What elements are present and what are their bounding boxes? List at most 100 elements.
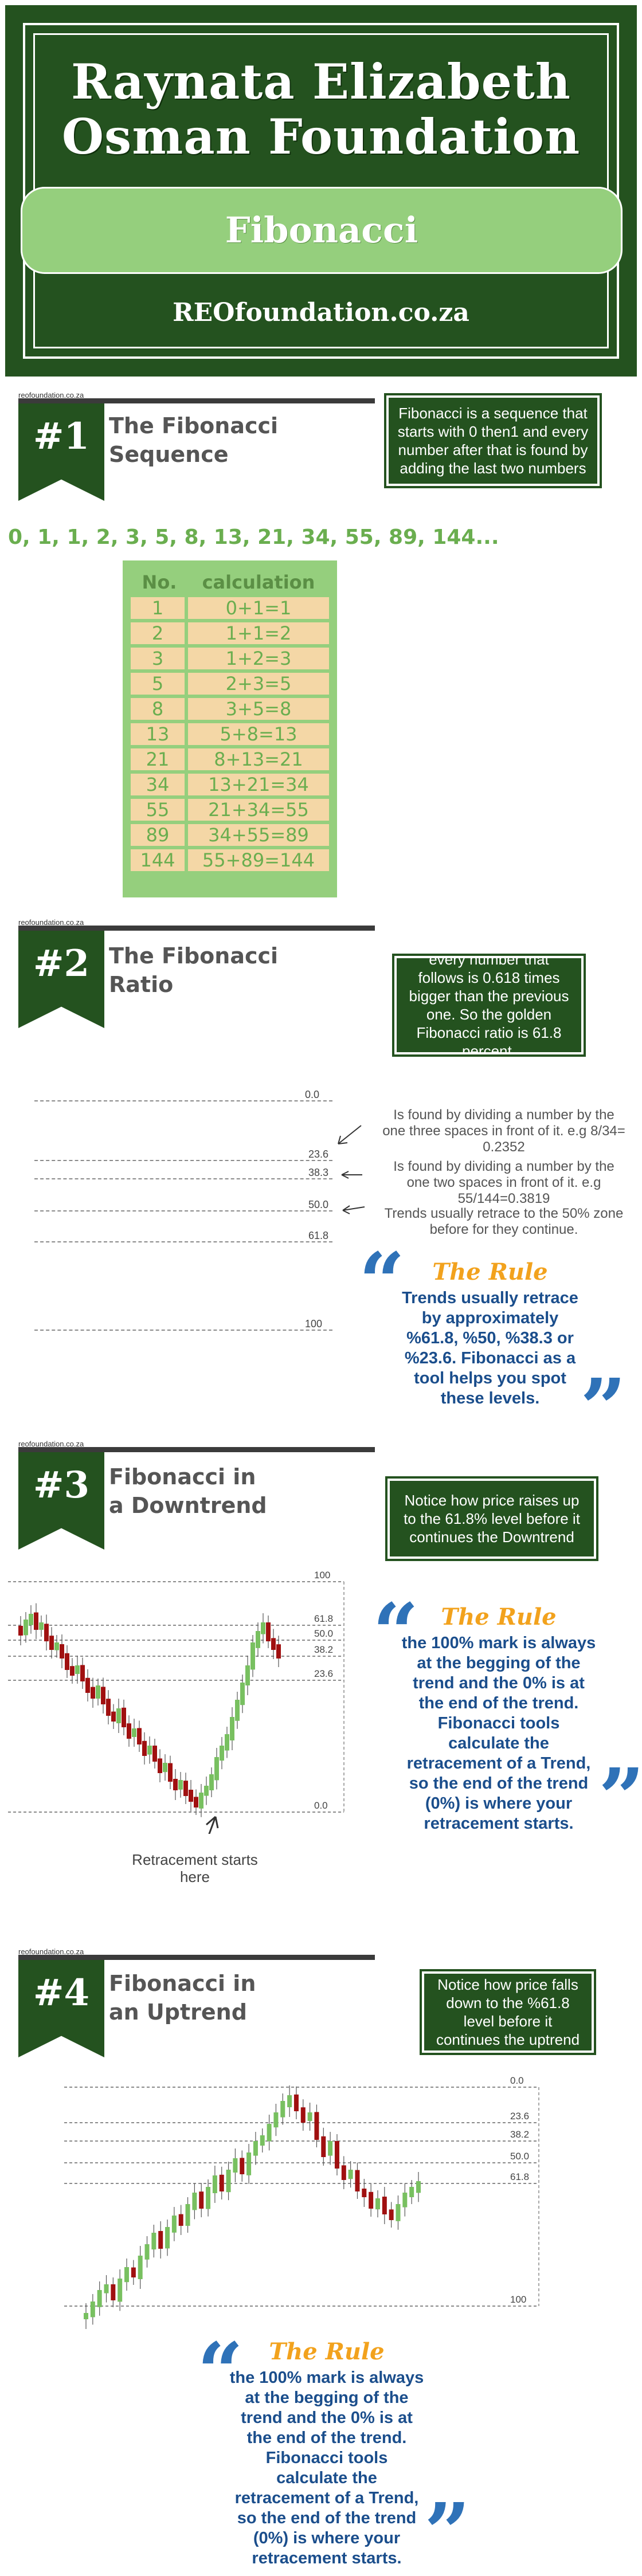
candlestick [111, 1704, 116, 1729]
candlestick [348, 2161, 353, 2188]
section4-title-line2: an Uptrend [109, 1999, 247, 2025]
candlestick [158, 2221, 163, 2259]
table-cell-calculation: 1+2=3 [188, 648, 329, 669]
annotation-38: Is found by dividing a number by the one… [393, 1159, 614, 1206]
section2-rule-text: Trends usually retrace by approximately … [402, 1289, 578, 1407]
table-cell-calculation: 5+8=13 [188, 723, 329, 745]
level-line-23 [34, 1160, 332, 1161]
annotation-arrows [338, 1125, 365, 1214]
candlestick [137, 1720, 142, 1752]
table-cell-no: 144 [131, 849, 188, 871]
candlestick [65, 1645, 69, 1678]
candlestick [54, 1635, 59, 1658]
section3-rule-text: the 100% mark is always at the begging o… [401, 1634, 596, 1833]
fibonacci-sequence: 0, 1, 1, 2, 3, 5, 8, 13, 21, 34, 55, 89,… [8, 526, 499, 549]
candlestick [267, 2115, 272, 2151]
level-label-61: 61.8 [308, 1230, 329, 1241]
candlestick [60, 1634, 64, 1668]
candlestick [44, 1614, 49, 1650]
section3-rule-title: The Rule [441, 1603, 557, 1630]
fib-level-label: 61.8 [510, 2171, 529, 2182]
section4-title-line1: Fibonacci in [109, 1971, 256, 1996]
site-link[interactable]: REOfoundation.co.za [173, 298, 469, 327]
close-quote-icon: ” [424, 2486, 471, 2576]
candlestick [253, 2132, 258, 2165]
uptrend-chart: 0.0 23.6 38.2 50.0 61.8 100 [64, 2075, 539, 2329]
section3-title-line2: a Downtrend [109, 1493, 267, 1518]
section1-title: The Fibonacci Sequence [109, 411, 278, 469]
candlestick [220, 1737, 224, 1770]
candlestick [300, 2099, 306, 2131]
fib-level-label: 38.2 [510, 2129, 529, 2140]
candlestick [389, 2202, 394, 2228]
table-row: 8 3+5=8 [131, 698, 329, 720]
candlestick [124, 2259, 130, 2291]
candlestick [276, 1636, 281, 1667]
candlestick [214, 1748, 219, 1790]
section4-title: Fibonacci in an Uptrend [109, 1969, 256, 2026]
candlestick [142, 1732, 147, 1765]
section1-site-url: reofoundation.co.za [18, 391, 84, 399]
candlestick [151, 2225, 156, 2258]
candlestick [18, 1616, 23, 1645]
table-cell-no: 2 [131, 622, 188, 644]
table-cell-no: 5 [131, 673, 188, 695]
table-header-row: No. calculation [131, 571, 329, 594]
annotation-50: Trends usually retrace to the 50% zone b… [384, 1206, 624, 1237]
candlestick [127, 1715, 131, 1747]
section1-rule [18, 398, 375, 403]
open-quote-icon: “ [197, 2326, 244, 2420]
level-line-61 [34, 1241, 332, 1242]
arrow-icon [338, 1125, 362, 1144]
fib-level-label: 100 [314, 1570, 330, 1581]
table-cell-calculation: 8+13=21 [188, 748, 329, 770]
table-row: 89 34+55=89 [131, 824, 329, 846]
candlestick [219, 2166, 224, 2199]
section2-title-line1: The Fibonacci [109, 943, 279, 969]
candlestick [185, 2197, 190, 2233]
candlestick [328, 2132, 333, 2165]
downtrend-chart: 100 61.8 50.0 38.2 23.6 0.0 [8, 1570, 345, 1834]
candlestick [168, 1755, 173, 1789]
arrow-head-icon [338, 1135, 348, 1144]
title-line-2: Osman Foundation [61, 108, 581, 165]
table-row: 1 0+1=1 [131, 597, 329, 619]
candlestick [104, 2275, 109, 2303]
arrow-head-icon [341, 1171, 349, 1179]
candlestick [85, 1669, 90, 1701]
candlestick [409, 2180, 414, 2204]
section1-number: #1 [33, 415, 90, 458]
candlestick [293, 2086, 299, 2119]
candlestick [256, 1622, 260, 1657]
table-cell-no: 1 [131, 597, 188, 619]
candlestick [173, 1769, 178, 1800]
candlestick [39, 1616, 44, 1637]
level-line-38 [34, 1178, 332, 1179]
candlestick [314, 2104, 319, 2147]
subtitle-band [21, 187, 623, 274]
candlestick [132, 1719, 136, 1747]
candlestick [34, 1603, 38, 1639]
candlestick [280, 2093, 285, 2125]
candlestick [131, 2260, 136, 2285]
fib-levels-diagram: 0.0 23.6 38.3 50.0 61.8 100 Is found by … [0, 1089, 642, 1352]
section4-rule-text: the 100% mark is always at the begging o… [229, 2369, 424, 2567]
candlestick [183, 1773, 188, 1804]
header-no: No. [142, 571, 177, 593]
header-frame-outer [23, 23, 619, 359]
candlestick [144, 2236, 150, 2268]
table-cell-no: 3 [131, 648, 188, 669]
candlestick [165, 2220, 170, 2256]
candlestick [369, 2183, 374, 2217]
table-cell-calculation: 55+89=144 [188, 849, 329, 871]
candlestick [199, 2183, 204, 2217]
candlestick [271, 1629, 276, 1659]
table-cell-no: 34 [131, 774, 188, 795]
candlestick [116, 1699, 121, 1733]
candlestick [97, 2281, 102, 2316]
candlestick [245, 1656, 250, 1695]
candlestick [287, 2085, 292, 2117]
candlestick [355, 2162, 360, 2199]
candlestick [199, 1784, 203, 1817]
candlestick [260, 2128, 265, 2152]
